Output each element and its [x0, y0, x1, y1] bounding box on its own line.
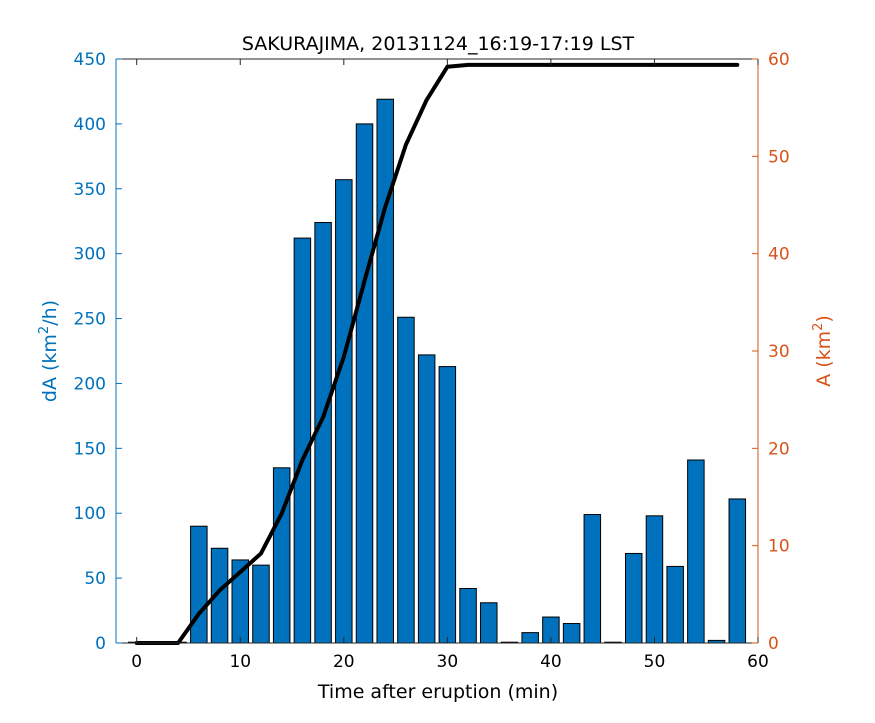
bar: [480, 602, 498, 644]
y-axis-left-label: dA (km2/h): [37, 300, 61, 402]
x-tick-label: 0: [131, 652, 142, 672]
y-axis-left-label-main: dA (km: [39, 334, 61, 402]
y-right-tick-label: 50: [768, 147, 790, 167]
bar: [417, 354, 436, 644]
bar: [562, 623, 581, 644]
cumulative-area-line: [134, 62, 740, 645]
bar: [624, 552, 643, 644]
x-tick-label: 20: [333, 652, 355, 672]
y-axis-right-label-tail: ): [813, 315, 835, 322]
y-right-tick-label: 60: [768, 50, 790, 70]
y-right-tick-label: 0: [768, 634, 779, 654]
y-right-tick-label: 30: [768, 342, 790, 362]
bar: [397, 316, 415, 644]
bar: [645, 515, 664, 644]
bar: [376, 98, 394, 644]
y-left-tick-label: 100: [74, 504, 106, 524]
y-left-tick-label: 50: [84, 569, 106, 589]
y-left-tick-label: 450: [74, 50, 106, 70]
bar: [666, 565, 684, 644]
y-axis-right-label-main: A (km: [813, 331, 835, 387]
plot-area: 0 10 20 30 40 50 60050100150200250300350400450…: [74, 50, 790, 672]
bar: [355, 123, 374, 644]
y-axis-right-label-sup: 2: [811, 323, 826, 331]
y-left-tick-label: 250: [74, 310, 106, 330]
y-right-tick-label: 40: [768, 245, 790, 265]
y-left-tick-label: 0: [95, 634, 106, 654]
y-left-tick-label: 400: [74, 115, 106, 135]
y-left-tick-label: 300: [74, 245, 106, 265]
y-axis-left-label-sup: 2: [37, 326, 52, 334]
x-tick-label: 10: [229, 652, 251, 672]
bar: [728, 498, 747, 644]
y-axis-left-label-tail: /h): [39, 300, 61, 326]
x-tick-label: 30: [437, 652, 459, 672]
x-tick-label: 50: [644, 652, 666, 672]
axes: 0 10 20 30 40 50 60050100150200250300350400450…: [74, 50, 790, 672]
y-right-tick-label: 20: [768, 439, 790, 459]
bar: [687, 459, 705, 644]
bar: [293, 237, 312, 644]
bar: [459, 587, 477, 644]
x-tick-label: 60: [747, 652, 769, 672]
y-right-tick-label: 10: [768, 537, 790, 557]
bar: [252, 564, 270, 644]
x-axis-label: Time after eruption (min): [317, 681, 558, 703]
bar: [438, 366, 457, 644]
bar: [335, 179, 353, 644]
y-left-tick-label: 150: [74, 439, 106, 459]
chart-title: SAKURAJIMA, 20131124_16:19-17:19 LST: [242, 33, 635, 55]
y-axis-right-label: A (km2): [811, 315, 835, 387]
x-tick-label: 40: [540, 652, 562, 672]
y-left-tick-label: 200: [74, 374, 106, 394]
y-left-tick-label: 350: [74, 180, 106, 200]
line-series: [134, 62, 740, 645]
bar: [190, 525, 208, 644]
bar: [521, 632, 539, 644]
bar: [583, 514, 602, 644]
